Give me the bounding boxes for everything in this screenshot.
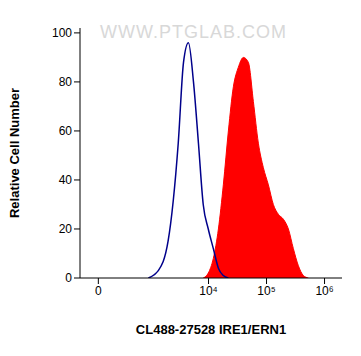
svg-text:10⁵: 10⁵ bbox=[257, 284, 275, 298]
svg-text:80: 80 bbox=[59, 75, 73, 89]
svg-text:CL488-27528 IRE1/ERN1: CL488-27528 IRE1/ERN1 bbox=[136, 322, 286, 337]
svg-text:10⁴: 10⁴ bbox=[199, 284, 218, 298]
svg-text:0: 0 bbox=[65, 271, 72, 285]
svg-text:Relative Cell Number: Relative Cell Number bbox=[8, 88, 22, 218]
svg-text:0: 0 bbox=[95, 284, 102, 298]
svg-text:100: 100 bbox=[52, 26, 72, 40]
html-text:WWW.PTGLAB.COM: WWW.PTGLAB.COM bbox=[100, 22, 287, 42]
svg-text:20: 20 bbox=[59, 222, 73, 236]
svg-text:60: 60 bbox=[59, 124, 73, 138]
svg-text:10⁶: 10⁶ bbox=[315, 284, 333, 298]
svg-text:40: 40 bbox=[59, 173, 73, 187]
